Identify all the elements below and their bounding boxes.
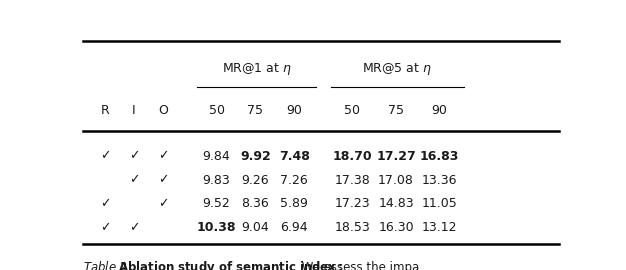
- Text: 10.38: 10.38: [197, 221, 236, 234]
- Text: 13.36: 13.36: [422, 174, 458, 187]
- Text: ✓: ✓: [100, 221, 110, 234]
- Text: 18.53: 18.53: [334, 221, 370, 234]
- Text: 13.12: 13.12: [422, 221, 458, 234]
- Text: 75: 75: [388, 104, 404, 117]
- Text: R: R: [101, 104, 110, 117]
- Text: 17.27: 17.27: [376, 150, 416, 163]
- Text: 9.52: 9.52: [203, 197, 230, 210]
- Text: 17.38: 17.38: [334, 174, 370, 187]
- Text: 9.84: 9.84: [203, 150, 230, 163]
- Text: 90: 90: [286, 104, 302, 117]
- Text: ✓: ✓: [100, 197, 110, 210]
- Text: 9.26: 9.26: [242, 174, 269, 187]
- Text: 18.70: 18.70: [332, 150, 372, 163]
- Text: ✓: ✓: [129, 221, 140, 234]
- Text: ✓: ✓: [158, 197, 168, 210]
- Text: $\mathbf{Ablation\ study\ of\ semantic\ index:}$: $\mathbf{Ablation\ study\ of\ semantic\ …: [118, 259, 343, 270]
- Text: 75: 75: [247, 104, 264, 117]
- Text: I: I: [132, 104, 136, 117]
- Text: ✓: ✓: [129, 174, 140, 187]
- Text: 16.83: 16.83: [420, 150, 459, 163]
- Text: 90: 90: [432, 104, 448, 117]
- Text: 11.05: 11.05: [422, 197, 458, 210]
- Text: We assess the impa: We assess the impa: [297, 261, 419, 270]
- Text: MR@1 at $\eta$: MR@1 at $\eta$: [222, 61, 292, 77]
- Text: 17.23: 17.23: [334, 197, 370, 210]
- Text: 14.83: 14.83: [378, 197, 414, 210]
- Text: 16.30: 16.30: [378, 221, 414, 234]
- Text: 7.48: 7.48: [279, 150, 310, 163]
- Text: 17.08: 17.08: [378, 174, 414, 187]
- Text: O: O: [158, 104, 168, 117]
- Text: 9.92: 9.92: [240, 150, 270, 163]
- Text: ✓: ✓: [100, 150, 110, 163]
- Text: ✓: ✓: [158, 150, 168, 163]
- Text: 7.26: 7.26: [280, 174, 308, 187]
- Text: $\mathit{Table\ 2.}$: $\mathit{Table\ 2.}$: [83, 260, 131, 270]
- Text: MR@5 at $\eta$: MR@5 at $\eta$: [362, 61, 432, 77]
- Text: 9.04: 9.04: [242, 221, 269, 234]
- Text: ✓: ✓: [129, 150, 140, 163]
- Text: 50: 50: [344, 104, 361, 117]
- Text: 9.83: 9.83: [203, 174, 230, 187]
- Text: ✓: ✓: [158, 174, 168, 187]
- Text: 8.36: 8.36: [242, 197, 269, 210]
- Text: 5.89: 5.89: [280, 197, 308, 210]
- Text: 50: 50: [208, 104, 225, 117]
- Text: 6.94: 6.94: [280, 221, 308, 234]
